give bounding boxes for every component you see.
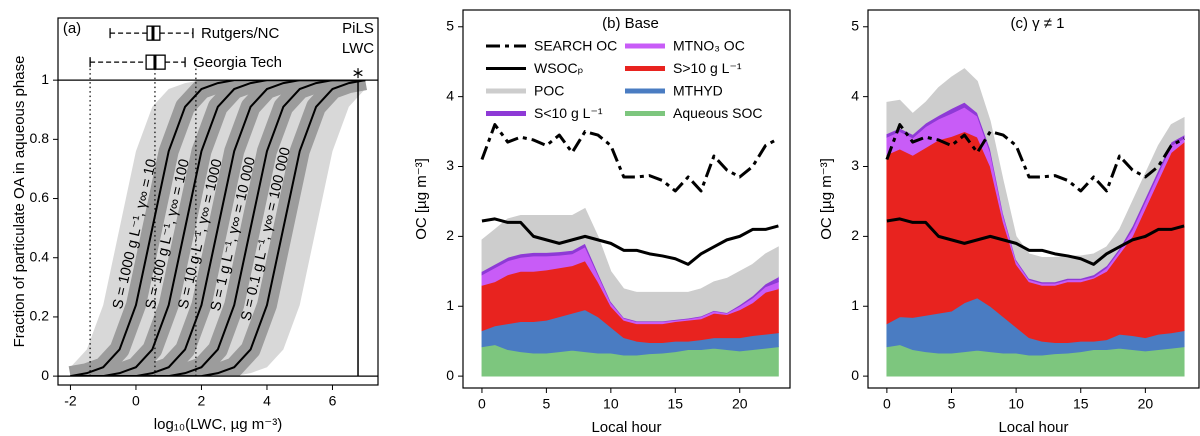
x-tick-label: 15: [1073, 396, 1089, 412]
y-tick-label: 1: [446, 297, 454, 313]
line: [480, 123, 780, 193]
marker-star: [353, 70, 363, 77]
y-tick-label: 1: [851, 297, 859, 313]
y-tick-label: 0.6: [30, 189, 50, 205]
y-axis-label: OC [µg m⁻³]: [818, 158, 835, 240]
x-tick-label: 10: [1008, 396, 1024, 412]
y-tick-label: 1: [41, 71, 49, 87]
y-tick-label: 5: [851, 17, 859, 33]
boxplot-label: Georgia Tech: [193, 54, 282, 71]
y-tick-label: 3: [446, 157, 454, 173]
y-tick-label: 5: [446, 17, 454, 33]
y-tick-label: 0: [446, 367, 454, 383]
legend-label: POC: [534, 83, 564, 99]
x-tick-label: 5: [948, 396, 956, 412]
y-axis-label: OC [µg m⁻³]: [413, 158, 430, 240]
y-tick-label: 2: [446, 227, 454, 243]
y-tick-label: 0.8: [30, 130, 50, 146]
marker-label: PiLS: [342, 20, 374, 37]
x-tick-label: 2: [198, 393, 206, 409]
marker-label: LWC: [342, 40, 374, 57]
legend-label: SEARCH OC: [534, 38, 617, 54]
panel-title: (b) Base: [602, 15, 659, 32]
stacked-area: [886, 68, 1185, 283]
y-tick-label: 2: [851, 227, 859, 243]
x-axis-label: Local hour: [591, 419, 661, 436]
x-tick-label: 4: [263, 393, 271, 409]
y-tick-label: 0: [851, 367, 859, 383]
panel-label: (a): [63, 20, 81, 37]
x-axis-label: Local hour: [998, 419, 1068, 436]
x-axis-label: log₁₀(LWC, µg m⁻³): [154, 416, 282, 433]
plot-frame: [57, 17, 379, 386]
y-axis-label: Fraction of particulate OA in aqueous ph…: [11, 56, 28, 348]
curve-area: [68, 80, 368, 377]
curve: [70, 80, 366, 377]
y-tick-label: 0.4: [30, 248, 50, 264]
y-tick-label: 0: [41, 367, 49, 383]
stacked-area: [481, 207, 779, 322]
plot-frame: [462, 9, 791, 389]
line: [481, 217, 779, 266]
x-tick-label: 20: [1138, 396, 1154, 412]
legend-label: MTHYD: [673, 83, 723, 99]
x-tick-label: 15: [667, 396, 683, 412]
legend-label: S>10 g L⁻¹: [673, 60, 742, 76]
line: [885, 123, 1185, 193]
curve: [70, 80, 366, 377]
x-tick-label: 6: [329, 393, 337, 409]
x-tick-label: 0: [478, 396, 486, 412]
y-tick-label: 0.2: [30, 308, 50, 324]
x-tick-label: 5: [542, 396, 550, 412]
line: [886, 217, 1185, 266]
x-tick-label: 0: [132, 393, 140, 409]
plot-frame: [867, 9, 1200, 389]
x-tick-label: -2: [64, 393, 77, 409]
legend-label: S<10 g L⁻¹: [534, 105, 603, 121]
y-tick-label: 4: [851, 87, 859, 103]
y-tick-label: 3: [851, 157, 859, 173]
x-tick-label: 10: [603, 396, 619, 412]
x-tick-label: 20: [732, 396, 748, 412]
legend-label: WSOCₚ: [534, 60, 584, 76]
legend-label: MTNO₃ OC: [673, 38, 745, 54]
x-tick-label: 0: [883, 396, 891, 412]
panel-title: (c) γ ≠ 1: [1010, 15, 1064, 32]
legend-label: Aqueous SOC: [673, 105, 763, 121]
y-tick-label: 4: [446, 87, 454, 103]
boxplot-label: Rutgers/NC: [201, 25, 280, 42]
